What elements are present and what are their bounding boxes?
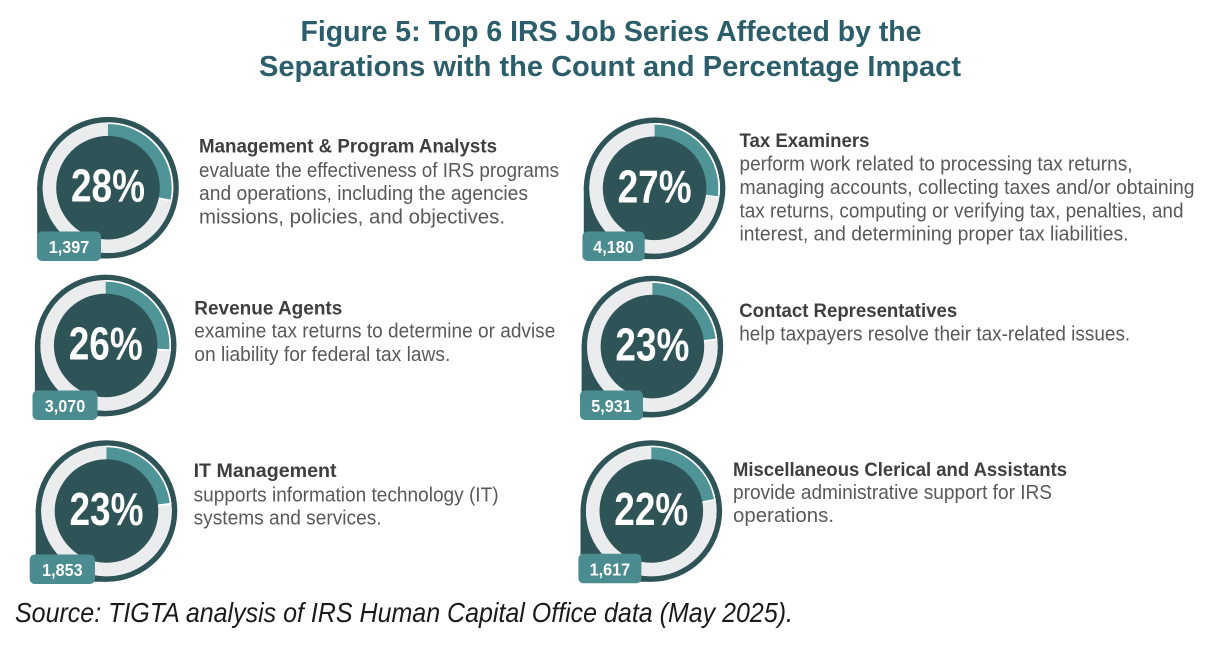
svg-text:5,931: 5,931 — [591, 396, 632, 416]
svg-text:Tax Examiners: Tax Examiners — [740, 131, 870, 152]
svg-text:23%: 23% — [70, 483, 144, 535]
svg-text:Figure 5: Top 6 IRS Job Series: Figure 5: Top 6 IRS Job Series Affected … — [301, 16, 922, 48]
svg-text:operations.: operations. — [733, 505, 834, 527]
svg-text:interest, and determining prop: interest, and determining proper tax lia… — [740, 224, 1129, 246]
svg-text:Contact Representatives: Contact Representatives — [739, 301, 957, 322]
svg-text:26%: 26% — [69, 317, 143, 369]
svg-text:Management & Program Analysts: Management & Program Analysts — [199, 137, 497, 158]
svg-text:1,617: 1,617 — [590, 559, 631, 579]
svg-text:27%: 27% — [618, 160, 692, 212]
svg-text:supports information technolog: supports information technology (IT) — [194, 484, 499, 506]
svg-text:3,070: 3,070 — [45, 396, 86, 416]
svg-text:Source: TIGTA analysis of IRS: Source: TIGTA analysis of IRS Human Capi… — [15, 597, 793, 628]
svg-text:examine tax returns to determi: examine tax returns to determine or advi… — [194, 321, 555, 343]
svg-text:managing accounts, collecting: managing accounts, collecting taxes and/… — [740, 177, 1195, 199]
svg-text:provide administrative support: provide administrative support for IRS — [733, 482, 1052, 504]
svg-text:help taxpayers resolve their t: help taxpayers resolve their tax-related… — [739, 323, 1130, 345]
svg-text:systems and services.: systems and services. — [194, 508, 382, 530]
svg-text:4,180: 4,180 — [593, 237, 634, 257]
svg-text:1,397: 1,397 — [49, 237, 90, 257]
svg-text:23%: 23% — [615, 319, 689, 371]
svg-text:tax returns, computing or veri: tax returns, computing or verifying tax,… — [740, 200, 1184, 222]
svg-text:Separations with the Count and: Separations with the Count and Percentag… — [259, 51, 961, 83]
svg-text:22%: 22% — [614, 483, 688, 535]
svg-text:IT Management: IT Management — [194, 461, 338, 482]
svg-text:perform work related to proces: perform work related to processing tax r… — [740, 154, 1133, 176]
svg-text:evaluate the effectiveness of: evaluate the effectiveness of IRS progra… — [199, 160, 559, 182]
svg-text:28%: 28% — [71, 160, 145, 212]
svg-text:1,853: 1,853 — [42, 560, 83, 580]
svg-text:Miscellaneous Clerical and Ass: Miscellaneous Clerical and Assistants — [733, 460, 1067, 481]
svg-text:missions, policies, and object: missions, policies, and objectives. — [199, 206, 505, 228]
svg-text:Revenue Agents: Revenue Agents — [194, 298, 342, 319]
svg-text:on liability for federal tax l: on liability for federal tax laws. — [194, 344, 450, 366]
svg-text:and operations, including the: and operations, including the agencies — [199, 183, 528, 205]
